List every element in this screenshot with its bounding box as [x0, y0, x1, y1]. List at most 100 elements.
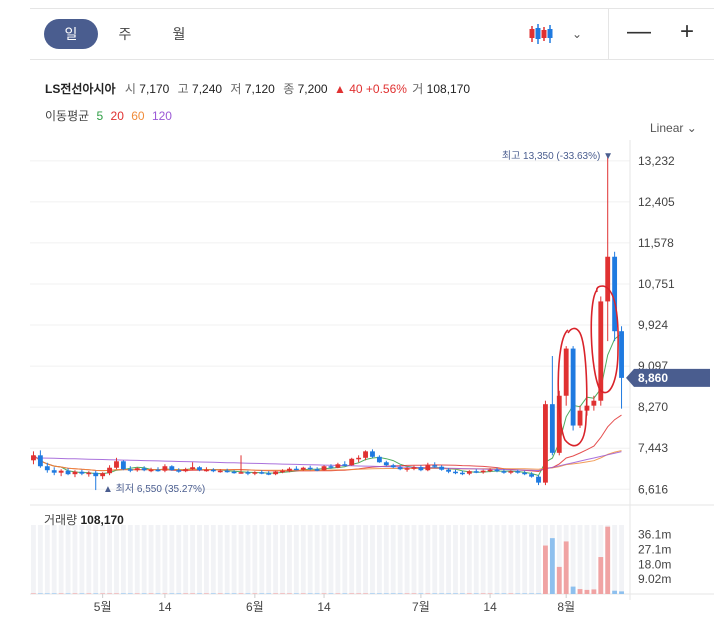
close-label: 종 [283, 82, 295, 96]
volume-bar [446, 593, 451, 594]
volume-bar [287, 593, 292, 594]
volume-background-bar [314, 525, 320, 594]
candle-body [473, 471, 479, 473]
volume-bar [473, 593, 479, 594]
volume-background-bar [453, 525, 458, 594]
zoom-in-button[interactable]: + [679, 18, 694, 45]
volume-bar [459, 593, 465, 594]
ma-20: 20 [110, 109, 124, 123]
volume-background-bar [494, 525, 500, 594]
volume-bar [148, 593, 154, 594]
volume-bar [134, 593, 140, 594]
candle-body [397, 467, 403, 470]
candle-body [605, 256, 611, 302]
candle-body [411, 467, 417, 469]
volume-bar [72, 593, 78, 594]
volume-bar [321, 593, 327, 594]
volume-background-bar [58, 525, 64, 594]
candle-body [183, 469, 189, 472]
candle-body [169, 466, 175, 471]
volume-background-bar [570, 525, 576, 594]
candle-body [245, 472, 251, 474]
candle-body [390, 465, 396, 468]
tab-daily[interactable]: 일 [44, 19, 98, 49]
tab-weekly[interactable]: 주 [118, 26, 132, 42]
candle-body [335, 464, 341, 468]
volume-background-bar [328, 525, 334, 594]
candle-body [238, 472, 244, 474]
volume-background-bar [563, 525, 569, 594]
low-value: 7,120 [244, 82, 275, 96]
volume-background-bar [141, 525, 147, 594]
volume-bar [44, 593, 50, 594]
candle-body [127, 469, 133, 471]
candle-body [107, 467, 112, 474]
ma-20-line [33, 414, 622, 473]
volume-bar [612, 590, 618, 594]
volume-background-bar [245, 525, 251, 594]
candle-body [79, 471, 85, 474]
candle-body [134, 468, 140, 471]
candle-body [72, 471, 78, 475]
volume-background-bar [280, 525, 285, 594]
candle-body [404, 468, 410, 470]
candle-body [93, 472, 99, 477]
chart-type-selector[interactable]: ⌄ [528, 19, 588, 49]
volume-background-bar [432, 525, 438, 594]
candle-body [204, 469, 209, 472]
candle-body [556, 395, 562, 453]
candle-body [612, 256, 618, 332]
low-label: 저 [230, 82, 242, 96]
candle-body [224, 470, 230, 473]
moving-average-legend[interactable]: 이동평균 5 20 60 120 [45, 107, 172, 124]
volume-bar [466, 593, 472, 594]
ma-60-line [33, 450, 622, 472]
volume-background-bar [287, 525, 292, 594]
volume-bar [51, 593, 57, 594]
candle-body [432, 465, 438, 467]
volume-background-bar [259, 525, 265, 594]
candle-body [363, 451, 368, 458]
volume-background-bar [183, 525, 189, 594]
candle-body [563, 348, 569, 396]
volume-bar [37, 593, 43, 594]
volume-background-bar [508, 525, 514, 594]
close-value: 7,200 [297, 82, 328, 96]
zoom-out-button[interactable]: — [627, 18, 651, 45]
candle-body [328, 466, 334, 468]
volume-background-bar [591, 525, 597, 594]
open-value: 7,170 [139, 82, 170, 96]
volume-background-bar [37, 525, 43, 594]
volume-background-bar [300, 525, 306, 594]
volume-bar [307, 593, 313, 594]
high-label: 고 [177, 82, 189, 96]
candle-body [197, 467, 202, 471]
volume-value: 108,170 [426, 82, 471, 96]
toolbar-divider [608, 9, 609, 59]
price-tick-label: 7,443 [638, 441, 668, 455]
volume-bar [273, 593, 279, 594]
chevron-down-icon[interactable]: ⌄ [572, 27, 583, 41]
volume-background-bar [536, 525, 541, 594]
annotation-circle [557, 327, 588, 447]
x-tick-label: 7월 [412, 600, 430, 614]
price-tick-label: 6,616 [638, 482, 668, 496]
volume-bar [120, 593, 126, 594]
volume-background-bar [501, 525, 507, 594]
volume-bar [328, 593, 334, 594]
change-percent: +0.56% [365, 82, 407, 96]
volume-background-bar [397, 525, 403, 594]
volume-background-bar [210, 525, 216, 594]
volume-background-bar [598, 525, 604, 594]
scale-selector[interactable]: Linear ⌄ [650, 121, 697, 135]
candle-body [273, 471, 279, 475]
volume-bar [577, 589, 583, 594]
volume-bar [418, 593, 424, 594]
volume-bar [162, 593, 168, 594]
tab-monthly[interactable]: 월 [172, 26, 186, 42]
candle-body [349, 458, 355, 466]
volume-background-bar [487, 525, 493, 594]
volume-bar [210, 593, 216, 594]
volume-bar [169, 593, 175, 594]
volume-bar [397, 593, 403, 594]
